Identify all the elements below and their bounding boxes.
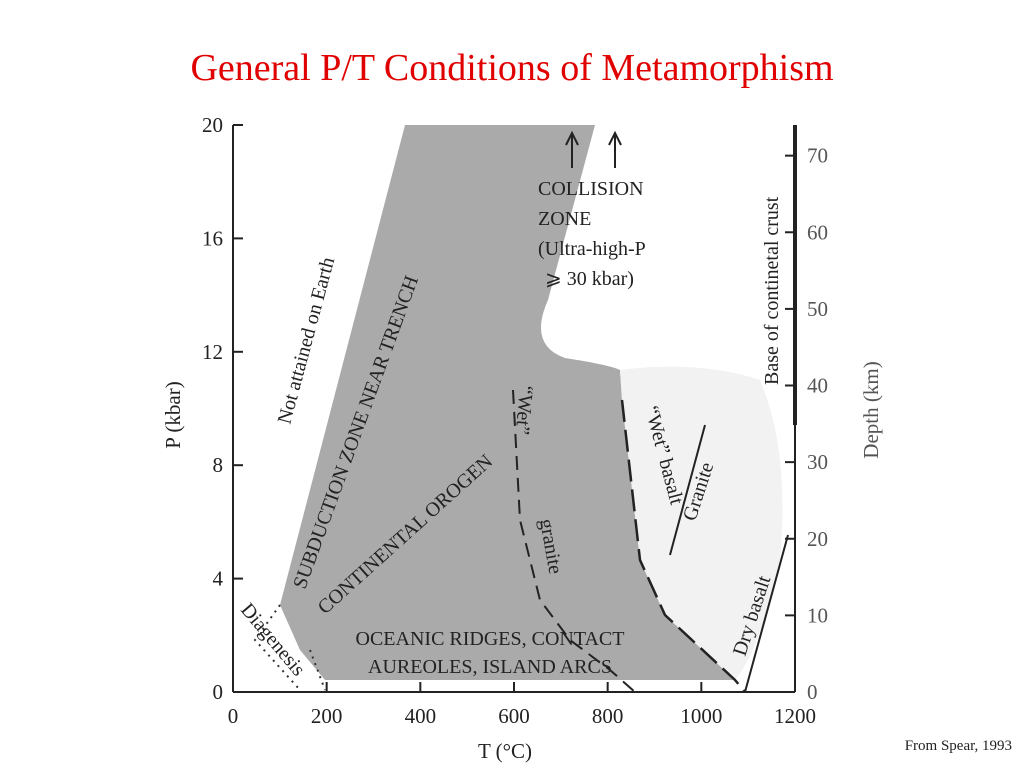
diagenesis-line bbox=[253, 604, 301, 691]
y-tick-label: 4 bbox=[213, 567, 224, 591]
y2-tick-label: 40 bbox=[807, 374, 828, 398]
region-label: ZONE bbox=[538, 208, 591, 230]
x-tick-label: 0 bbox=[228, 704, 239, 728]
region-label: COLLISION bbox=[538, 178, 644, 200]
gray-field bbox=[280, 125, 735, 680]
x-tick-label: 1000 bbox=[680, 704, 722, 728]
curve-label: “Wet” bbox=[511, 385, 537, 436]
x-tick-label: 1200 bbox=[774, 704, 816, 728]
source: From Spear, 1993 bbox=[905, 738, 1012, 754]
wet-basalt-curve bbox=[620, 399, 746, 693]
region-label: ⩾ 30 kbar) bbox=[545, 268, 634, 290]
wet-granite-curve bbox=[512, 389, 636, 693]
x-axis-label: T (°C) bbox=[478, 739, 532, 763]
y-tick-label: 8 bbox=[213, 453, 224, 477]
diagenesis-line bbox=[309, 649, 326, 691]
light-field bbox=[620, 366, 783, 680]
y2-tick-label: 70 bbox=[807, 144, 828, 168]
y2-tick-label: 30 bbox=[807, 450, 828, 474]
region-label: OCEANIC RIDGES, CONTACT bbox=[356, 628, 625, 650]
region-label: (Ultra-high-P bbox=[538, 238, 646, 260]
x-tick-label: 200 bbox=[311, 704, 343, 728]
x-tick-label: 800 bbox=[592, 704, 624, 728]
y2-tick-label: 20 bbox=[807, 527, 828, 551]
y-tick-label: 0 bbox=[213, 680, 224, 704]
y-tick-label: 12 bbox=[202, 340, 223, 364]
granite-curve bbox=[669, 424, 706, 556]
curve-label: Base of continetal crust bbox=[761, 196, 783, 385]
y-axis-label: P (kbar) bbox=[161, 381, 185, 448]
y-tick-label: 16 bbox=[202, 226, 223, 250]
y2-tick-label: 60 bbox=[807, 220, 828, 244]
y2-tick-label: 0 bbox=[807, 680, 818, 704]
region-label: AUREOLES, ISLAND ARCS bbox=[368, 656, 612, 678]
arrows bbox=[565, 130, 622, 168]
x-tick-label: 600 bbox=[498, 704, 530, 728]
y-tick-label: 20 bbox=[202, 113, 223, 137]
x-tick-label: 400 bbox=[405, 704, 437, 728]
y2-tick-label: 10 bbox=[807, 603, 828, 627]
y2-axis-label: Depth (km) bbox=[859, 361, 883, 458]
dry-basalt-curve bbox=[744, 534, 789, 693]
slide-title: General P/T Conditions of Metamorphism bbox=[190, 47, 833, 89]
y2-tick-label: 50 bbox=[807, 297, 828, 321]
